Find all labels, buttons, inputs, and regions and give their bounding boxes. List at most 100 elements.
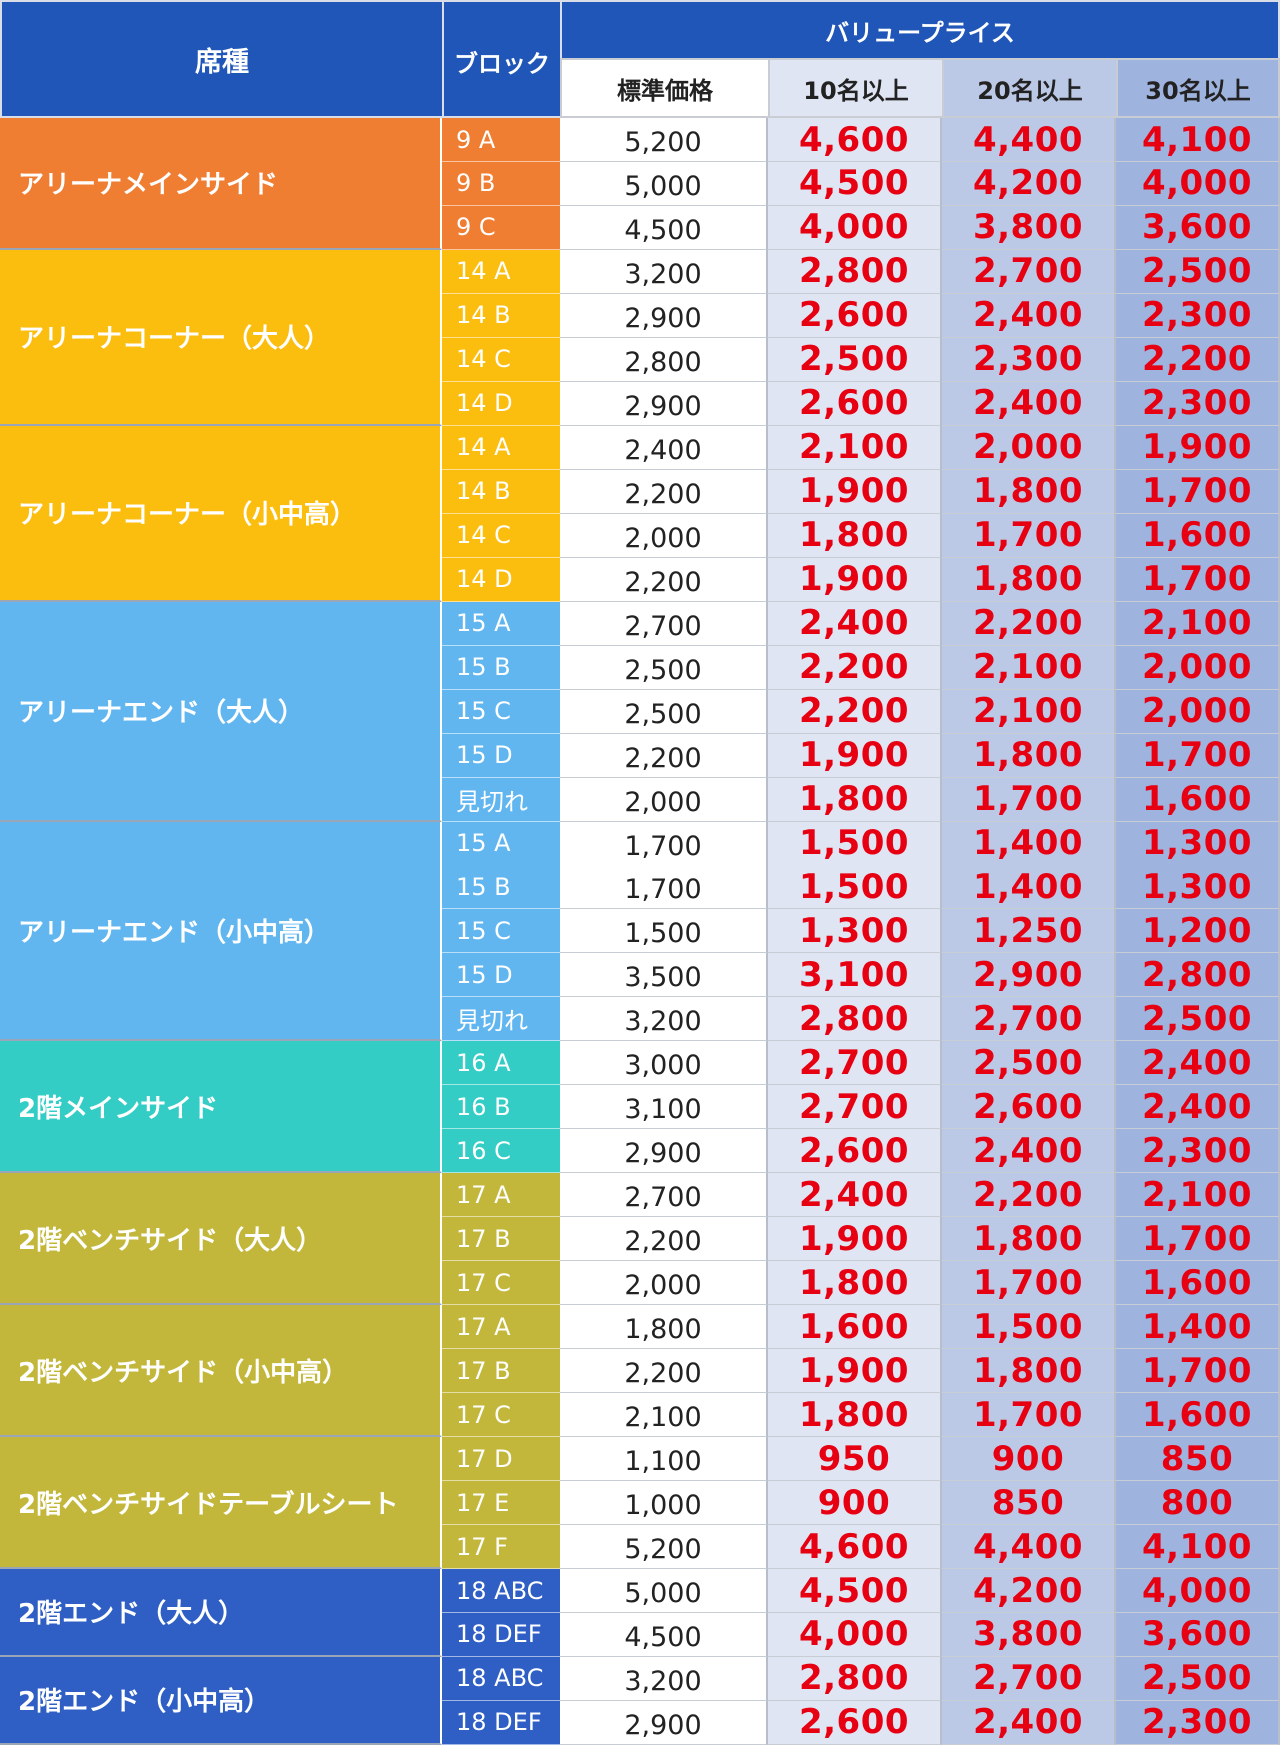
standard-price-cell: 1,500 — [560, 909, 768, 954]
price-30-cell: 2,500 — [1116, 1656, 1280, 1701]
block-cell: 16 A — [442, 1041, 560, 1086]
price-30-cell: 1,700 — [1116, 1217, 1280, 1262]
seat-type-cell: アリーナメインサイド — [0, 118, 442, 250]
price-30-cell: 1,200 — [1116, 909, 1280, 954]
price-10-cell: 4,600 — [768, 118, 942, 162]
price-30-cell: 2,000 — [1116, 689, 1280, 734]
seat-type-cell: 2階メインサイド — [0, 1041, 442, 1174]
price-20-cell: 4,200 — [942, 161, 1116, 206]
price-30-cell: 2,300 — [1116, 381, 1280, 426]
price-30-cell: 1,700 — [1116, 469, 1280, 514]
price-30-cell: 1,400 — [1116, 1305, 1280, 1350]
price-20-cell: 1,800 — [942, 733, 1116, 778]
price-30-cell: 4,000 — [1116, 1569, 1280, 1613]
block-cell: 17 C — [442, 1393, 560, 1438]
price-10-cell: 4,000 — [768, 1612, 942, 1657]
price-20-cell: 1,700 — [942, 513, 1116, 558]
price-10-cell: 2,700 — [768, 1041, 942, 1086]
standard-price-cell: 3,000 — [560, 1041, 768, 1086]
price-30-cell: 3,600 — [1116, 1612, 1280, 1657]
price-20-cell: 2,200 — [942, 601, 1116, 646]
price-10-cell: 4,600 — [768, 1525, 942, 1570]
price-10-cell: 950 — [768, 1437, 942, 1482]
standard-price-cell: 2,900 — [560, 381, 768, 426]
price-10-cell: 1,900 — [768, 1217, 942, 1262]
block-cell: 18 DEF — [442, 1612, 560, 1657]
block-cell: 18 ABC — [442, 1569, 560, 1613]
price-20-cell: 4,400 — [942, 118, 1116, 162]
price-10-cell: 1,900 — [768, 469, 942, 514]
block-cell: 9 B — [442, 161, 560, 206]
price-10-cell: 2,700 — [768, 1085, 942, 1130]
price-20-cell: 1,400 — [942, 821, 1116, 866]
standard-price-cell: 2,900 — [560, 1700, 768, 1745]
price-20-cell: 1,800 — [942, 469, 1116, 514]
block-cell: 15 B — [442, 865, 560, 910]
price-10-cell: 1,900 — [768, 1349, 942, 1394]
block-cell: 14 A — [442, 249, 560, 294]
block-cell: 15 D — [442, 733, 560, 778]
standard-price-cell: 5,200 — [560, 1525, 768, 1570]
seat-type-cell: 2階ベンチサイドテーブルシート — [0, 1437, 442, 1569]
price-20-cell: 2,700 — [942, 1656, 1116, 1701]
block-cell: 14 D — [442, 381, 560, 426]
price-10-cell: 2,800 — [768, 1656, 942, 1701]
block-cell: 15 D — [442, 953, 560, 998]
price-20-cell: 1,700 — [942, 777, 1116, 822]
standard-price-cell: 3,100 — [560, 1085, 768, 1130]
price-20-cell: 2,400 — [942, 381, 1116, 426]
price-10-cell: 2,800 — [768, 997, 942, 1042]
standard-price-cell: 2,700 — [560, 1173, 768, 1218]
price-20-cell: 900 — [942, 1437, 1116, 1482]
price-10-cell: 900 — [768, 1481, 942, 1526]
standard-price-cell: 1,700 — [560, 865, 768, 910]
price-30-cell: 2,500 — [1116, 997, 1280, 1042]
price-10-cell: 4,000 — [768, 205, 942, 250]
price-20-cell: 850 — [942, 1481, 1116, 1526]
price-30-cell: 1,600 — [1116, 513, 1280, 558]
price-20-cell: 2,100 — [942, 645, 1116, 690]
price-30-cell: 2,300 — [1116, 1129, 1280, 1174]
price-30-cell: 2,200 — [1116, 337, 1280, 382]
seat-type-cell: 2階ベンチサイド（小中高） — [0, 1305, 442, 1438]
price-10-cell: 4,500 — [768, 161, 942, 206]
price-30-cell: 1,700 — [1116, 733, 1280, 778]
block-cell: 14 B — [442, 293, 560, 338]
price-30-cell: 2,300 — [1116, 1700, 1280, 1745]
standard-price-cell: 3,500 — [560, 953, 768, 998]
price-30-cell: 2,800 — [1116, 953, 1280, 998]
price-10-cell: 1,500 — [768, 865, 942, 910]
standard-price-cell: 2,100 — [560, 1393, 768, 1438]
price-30-cell: 1,600 — [1116, 1261, 1280, 1306]
price-30-cell: 2,000 — [1116, 645, 1280, 690]
price-10-cell: 2,400 — [768, 1173, 942, 1218]
price-10-cell: 2,600 — [768, 293, 942, 338]
price-30-cell: 800 — [1116, 1481, 1280, 1526]
standard-price-cell: 2,200 — [560, 1349, 768, 1394]
block-cell: 14 C — [442, 337, 560, 382]
seat-type-cell: アリーナコーナー（小中高） — [0, 425, 442, 602]
price-30-cell: 2,500 — [1116, 249, 1280, 294]
price-10-cell: 2,600 — [768, 1700, 942, 1745]
block-cell: 15 B — [442, 645, 560, 690]
block-cell: 14 B — [442, 469, 560, 514]
standard-price-cell: 2,200 — [560, 557, 768, 602]
block-cell: 14 D — [442, 557, 560, 602]
header-value-price: バリュープライス — [560, 0, 1280, 60]
standard-price-cell: 2,000 — [560, 777, 768, 822]
price-10-cell: 2,800 — [768, 249, 942, 294]
price-10-cell: 1,300 — [768, 909, 942, 954]
standard-price-cell: 3,200 — [560, 997, 768, 1042]
standard-price-cell: 2,200 — [560, 1217, 768, 1262]
price-20-cell: 1,400 — [942, 865, 1116, 910]
standard-price-cell: 5,000 — [560, 1569, 768, 1613]
standard-price-cell: 1,000 — [560, 1481, 768, 1526]
price-30-cell: 1,300 — [1116, 865, 1280, 910]
price-20-cell: 2,000 — [942, 425, 1116, 470]
seat-type-cell: 2階エンド（小中高） — [0, 1656, 442, 1745]
standard-price-cell: 3,200 — [560, 249, 768, 294]
price-20-cell: 2,900 — [942, 953, 1116, 998]
price-10-cell: 2,200 — [768, 689, 942, 734]
price-30-cell: 3,600 — [1116, 205, 1280, 250]
block-cell: 17 E — [442, 1481, 560, 1526]
